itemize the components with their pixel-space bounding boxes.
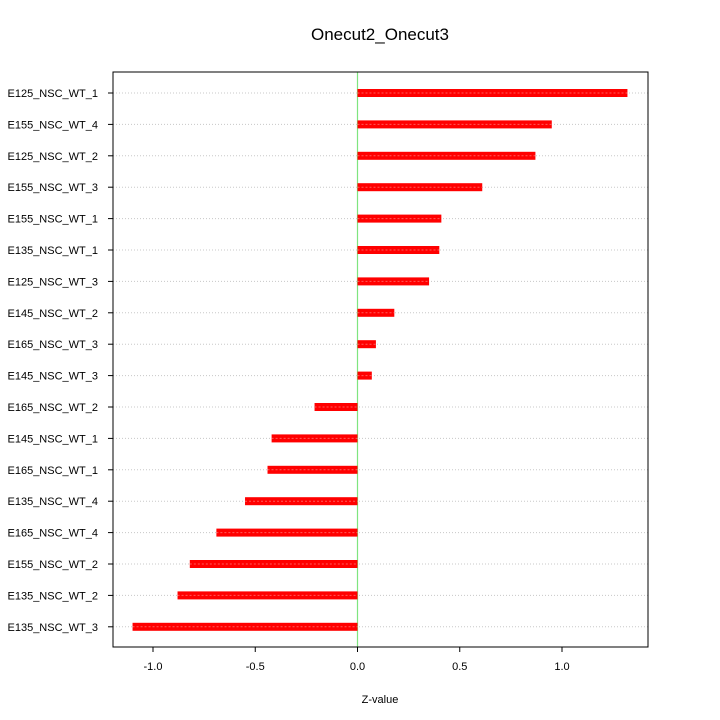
y-tick-label: E135_NSC_WT_1 (8, 245, 99, 257)
y-tick-label: E145_NSC_WT_3 (8, 371, 99, 383)
x-axis-label: Z-value (362, 694, 399, 706)
chart-title: Onecut2_Onecut3 (311, 25, 449, 44)
x-tick-label: 1.0 (554, 661, 569, 673)
grid-lines (113, 92, 648, 628)
bar (357, 183, 483, 192)
y-tick-label: E165_NSC_WT_3 (8, 339, 99, 351)
bar (357, 277, 430, 286)
x-tick-label: -1.0 (144, 661, 163, 673)
y-tick-label: E125_NSC_WT_3 (8, 276, 99, 288)
bar (189, 560, 358, 568)
x-tick-label: 0.0 (350, 661, 365, 673)
plot-frame (112, 71, 649, 648)
x-axis: -1.0 -0.5 0.0 0.5 1.0 (144, 647, 570, 673)
bar (357, 308, 395, 317)
bar (271, 434, 358, 443)
x-tick-label: -0.5 (246, 661, 265, 673)
y-tick-label: E165_NSC_WT_1 (8, 465, 99, 477)
y-tick-label: E125_NSC_WT_2 (8, 151, 99, 163)
bar (216, 528, 358, 537)
y-tick-label: E145_NSC_WT_2 (8, 308, 99, 320)
y-tick-label: E155_NSC_WT_2 (8, 559, 99, 571)
y-axis: E125_NSC_WT_1 E155_NSC_WT_4 E125_NSC_WT_2 E… (8, 88, 113, 634)
x-tick-label: 0.5 (452, 661, 467, 673)
y-tick-label: E135_NSC_WT_3 (8, 622, 99, 634)
y-tick-label: E135_NSC_WT_4 (8, 496, 99, 508)
bars (132, 89, 628, 631)
y-tick-label: E165_NSC_WT_4 (8, 528, 99, 540)
y-tick-label: E165_NSC_WT_2 (8, 402, 99, 414)
y-tick-label: E155_NSC_WT_4 (8, 119, 99, 131)
y-tick-label: E145_NSC_WT_1 (8, 433, 99, 445)
bar (357, 371, 372, 380)
y-tick-label: E155_NSC_WT_3 (8, 182, 99, 194)
y-tick-label: E125_NSC_WT_1 (8, 88, 99, 100)
bar (357, 89, 628, 97)
y-tick-label: E135_NSC_WT_2 (8, 590, 99, 602)
y-tick-label: E155_NSC_WT_1 (8, 214, 99, 226)
